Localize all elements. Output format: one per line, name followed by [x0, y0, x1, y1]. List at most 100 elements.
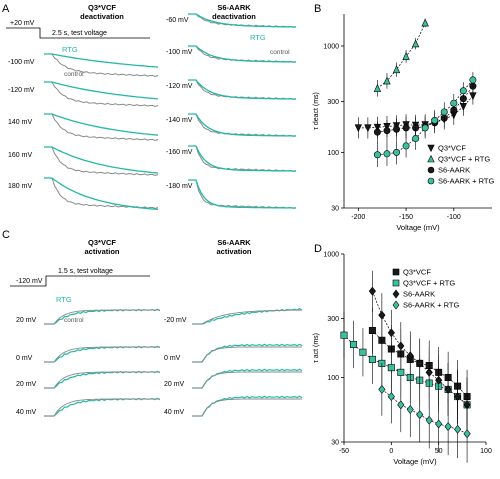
data-point — [373, 83, 382, 92]
data-point — [349, 340, 357, 348]
data-point — [444, 384, 452, 394]
a-col2-voltage-label: -180 mV — [166, 183, 193, 190]
data-point — [354, 124, 362, 133]
legend-label: Q3*VCF — [438, 144, 466, 153]
a-col2-rtg-trace — [188, 179, 296, 209]
c-col2-voltage-label: -20 mV — [164, 317, 187, 324]
data-point — [340, 331, 348, 339]
c-rtg-trace — [44, 370, 161, 389]
data-point — [368, 286, 376, 296]
data-point — [416, 358, 424, 368]
a-col2-control-trace — [188, 179, 297, 210]
a-col2-control-label: control — [270, 49, 290, 56]
x-tick-label: -200 — [351, 214, 365, 221]
x-axis-label: Voltage (mV) — [396, 223, 440, 232]
data-point — [450, 99, 458, 107]
c-rtg-trace — [44, 397, 161, 417]
series-fit-line — [381, 389, 468, 435]
data-point — [392, 65, 401, 74]
c-col1-voltage-label: 0 mV — [16, 355, 33, 362]
data-point — [421, 124, 429, 132]
legend-marker — [392, 300, 400, 310]
legend-label: S6-AARK — [403, 290, 435, 299]
y-tick-label: 30 — [331, 440, 339, 447]
c-col2-voltage-label: 40 mV — [164, 409, 185, 416]
a-control-label: control — [64, 71, 84, 78]
a-col2-voltage-label: -140 mV — [166, 117, 193, 124]
c-col2-voltage-label: 20 mV — [164, 381, 185, 388]
a-col1-voltage-label: 160 mV — [8, 152, 32, 159]
panel-label-c: C — [2, 229, 10, 241]
c-col1-title: Q3*VCF — [88, 238, 116, 247]
c-col1-subtitle: activation — [84, 247, 119, 256]
c-col2-control-trace — [192, 309, 303, 325]
data-point — [383, 76, 391, 85]
a-col2-rtg-label: RTG — [250, 33, 266, 42]
x-tick-label: -50 — [339, 448, 349, 455]
c-col2-control-trace — [192, 346, 302, 363]
a-col2-rtg-trace — [188, 113, 296, 137]
c-col2-rtg-trace — [192, 368, 303, 389]
c-rtg-label: RTG — [56, 295, 72, 304]
c-control-label: control — [64, 317, 84, 324]
y-tick-label: 100 — [327, 150, 339, 157]
data-point — [459, 87, 467, 95]
x-tick-label: -100 — [447, 214, 461, 221]
a-col2-voltage-label: -160 mV — [166, 149, 193, 156]
legend-marker — [392, 279, 400, 287]
x-tick-label: 100 — [480, 448, 492, 455]
series-fit-line — [343, 334, 468, 406]
data-point — [393, 125, 401, 133]
a-col1-voltage-label: -100 mV — [8, 59, 35, 66]
series-fit-line — [377, 22, 426, 89]
chart-b: -200 -150 -100 30 100 300 1000 Voltage (mV) τ de… — [313, 14, 495, 232]
data-point — [421, 18, 429, 27]
data-point — [387, 328, 395, 338]
c-col2-rtg-trace — [192, 395, 303, 417]
legend-marker — [427, 154, 435, 163]
y-tick-label: 30 — [331, 206, 339, 213]
a-protocol-hold: +20 mV — [10, 20, 35, 27]
a-control-trace — [44, 113, 159, 142]
c-col1-voltage-label: 20 mV — [16, 317, 37, 324]
data-point — [368, 327, 376, 335]
data-point — [431, 116, 439, 124]
data-point — [440, 108, 448, 116]
a-traces-group: -100 mV -120 mV 140 mV 160 mV 180 mV RTG contr… — [8, 13, 297, 211]
a-col1-subtitle: deactivation — [80, 12, 124, 21]
c-col1-voltage-label: 20 mV — [16, 381, 37, 388]
data-point — [378, 310, 386, 320]
data-point — [406, 351, 414, 361]
c-protocol-step: 1.5 s, test voltage — [58, 268, 113, 275]
data-point — [373, 151, 381, 159]
y-tick-label: 100 — [327, 375, 339, 382]
data-point — [402, 142, 410, 150]
c-col2-control-trace — [192, 371, 302, 389]
a-col2-rtg-trace — [188, 145, 296, 172]
data-point — [383, 150, 391, 158]
a-col1-voltage-label: 180 mV — [8, 183, 32, 190]
data-point — [397, 368, 405, 376]
a-protocol-trace — [6, 27, 150, 39]
y-tick-label: 300 — [327, 99, 339, 106]
legend-label: Q3*VCF — [403, 268, 431, 277]
a-col2-rtg-trace — [188, 79, 296, 100]
legend-marker — [392, 289, 400, 299]
c-col2-voltage-label: 0 mV — [164, 355, 181, 362]
a-col2-voltage-label: -100 mV — [166, 49, 193, 56]
legend-marker — [392, 268, 400, 276]
data-point — [412, 135, 420, 143]
a-control-trace — [44, 53, 159, 78]
c-col2-control-trace — [192, 398, 302, 417]
data-point — [425, 415, 433, 425]
legend-label: S6-AARK + RTG — [403, 301, 460, 310]
c-protocol-trace — [10, 275, 150, 287]
c-control-trace — [44, 398, 160, 417]
c-control-trace — [44, 371, 160, 389]
a-col2-rtg-trace — [188, 13, 297, 28]
data-point — [378, 384, 386, 394]
c-col2-rtg-trace — [192, 308, 303, 325]
y-tick-label: 1000 — [323, 44, 339, 51]
